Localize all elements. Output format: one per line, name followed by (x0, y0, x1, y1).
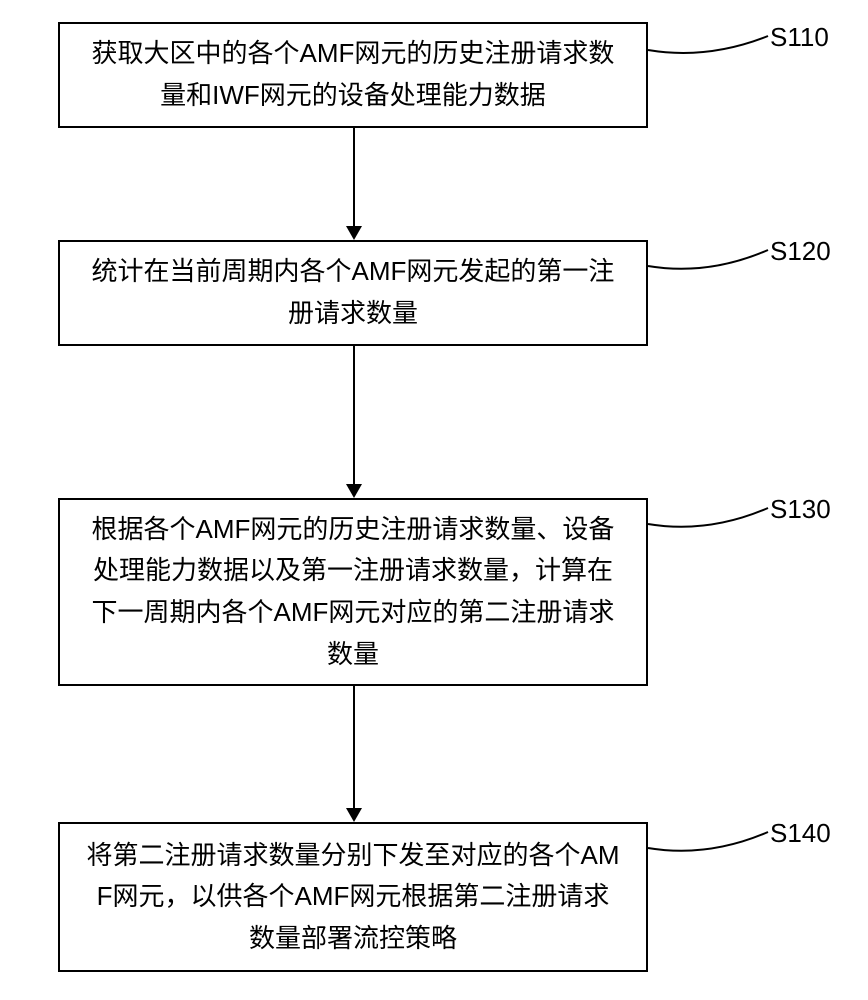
flow-step-label: S120 (770, 236, 831, 267)
flow-step-label: S130 (770, 494, 831, 525)
flow-arrow-line (353, 346, 355, 484)
flow-step-text: 获取大区中的各个AMF网元的历史注册请求数量和IWF网元的设备处理能力数据 (92, 33, 615, 116)
flow-step-text: 将第二注册请求数量分别下发至对应的各个AMF网元，以供各个AMF网元根据第二注册… (86, 835, 619, 960)
flow-arrow-line (353, 686, 355, 808)
flow-step-box: 将第二注册请求数量分别下发至对应的各个AMF网元，以供各个AMF网元根据第二注册… (58, 822, 648, 972)
flow-arrow-head-icon (346, 484, 362, 498)
flow-step-text: 统计在当前周期内各个AMF网元发起的第一注册请求数量 (92, 251, 615, 334)
flow-step-box: 获取大区中的各个AMF网元的历史注册请求数量和IWF网元的设备处理能力数据 (58, 22, 648, 128)
flow-step-label: S140 (770, 818, 831, 849)
flow-step-text: 根据各个AMF网元的历史注册请求数量、设备处理能力数据以及第一注册请求数量，计算… (92, 509, 615, 675)
flow-step-box: 统计在当前周期内各个AMF网元发起的第一注册请求数量 (58, 240, 648, 346)
flow-arrow-head-icon (346, 226, 362, 240)
flow-step-box: 根据各个AMF网元的历史注册请求数量、设备处理能力数据以及第一注册请求数量，计算… (58, 498, 648, 686)
flow-arrow-head-icon (346, 808, 362, 822)
flow-step-label: S110 (770, 22, 829, 53)
flow-arrow-line (353, 128, 355, 226)
